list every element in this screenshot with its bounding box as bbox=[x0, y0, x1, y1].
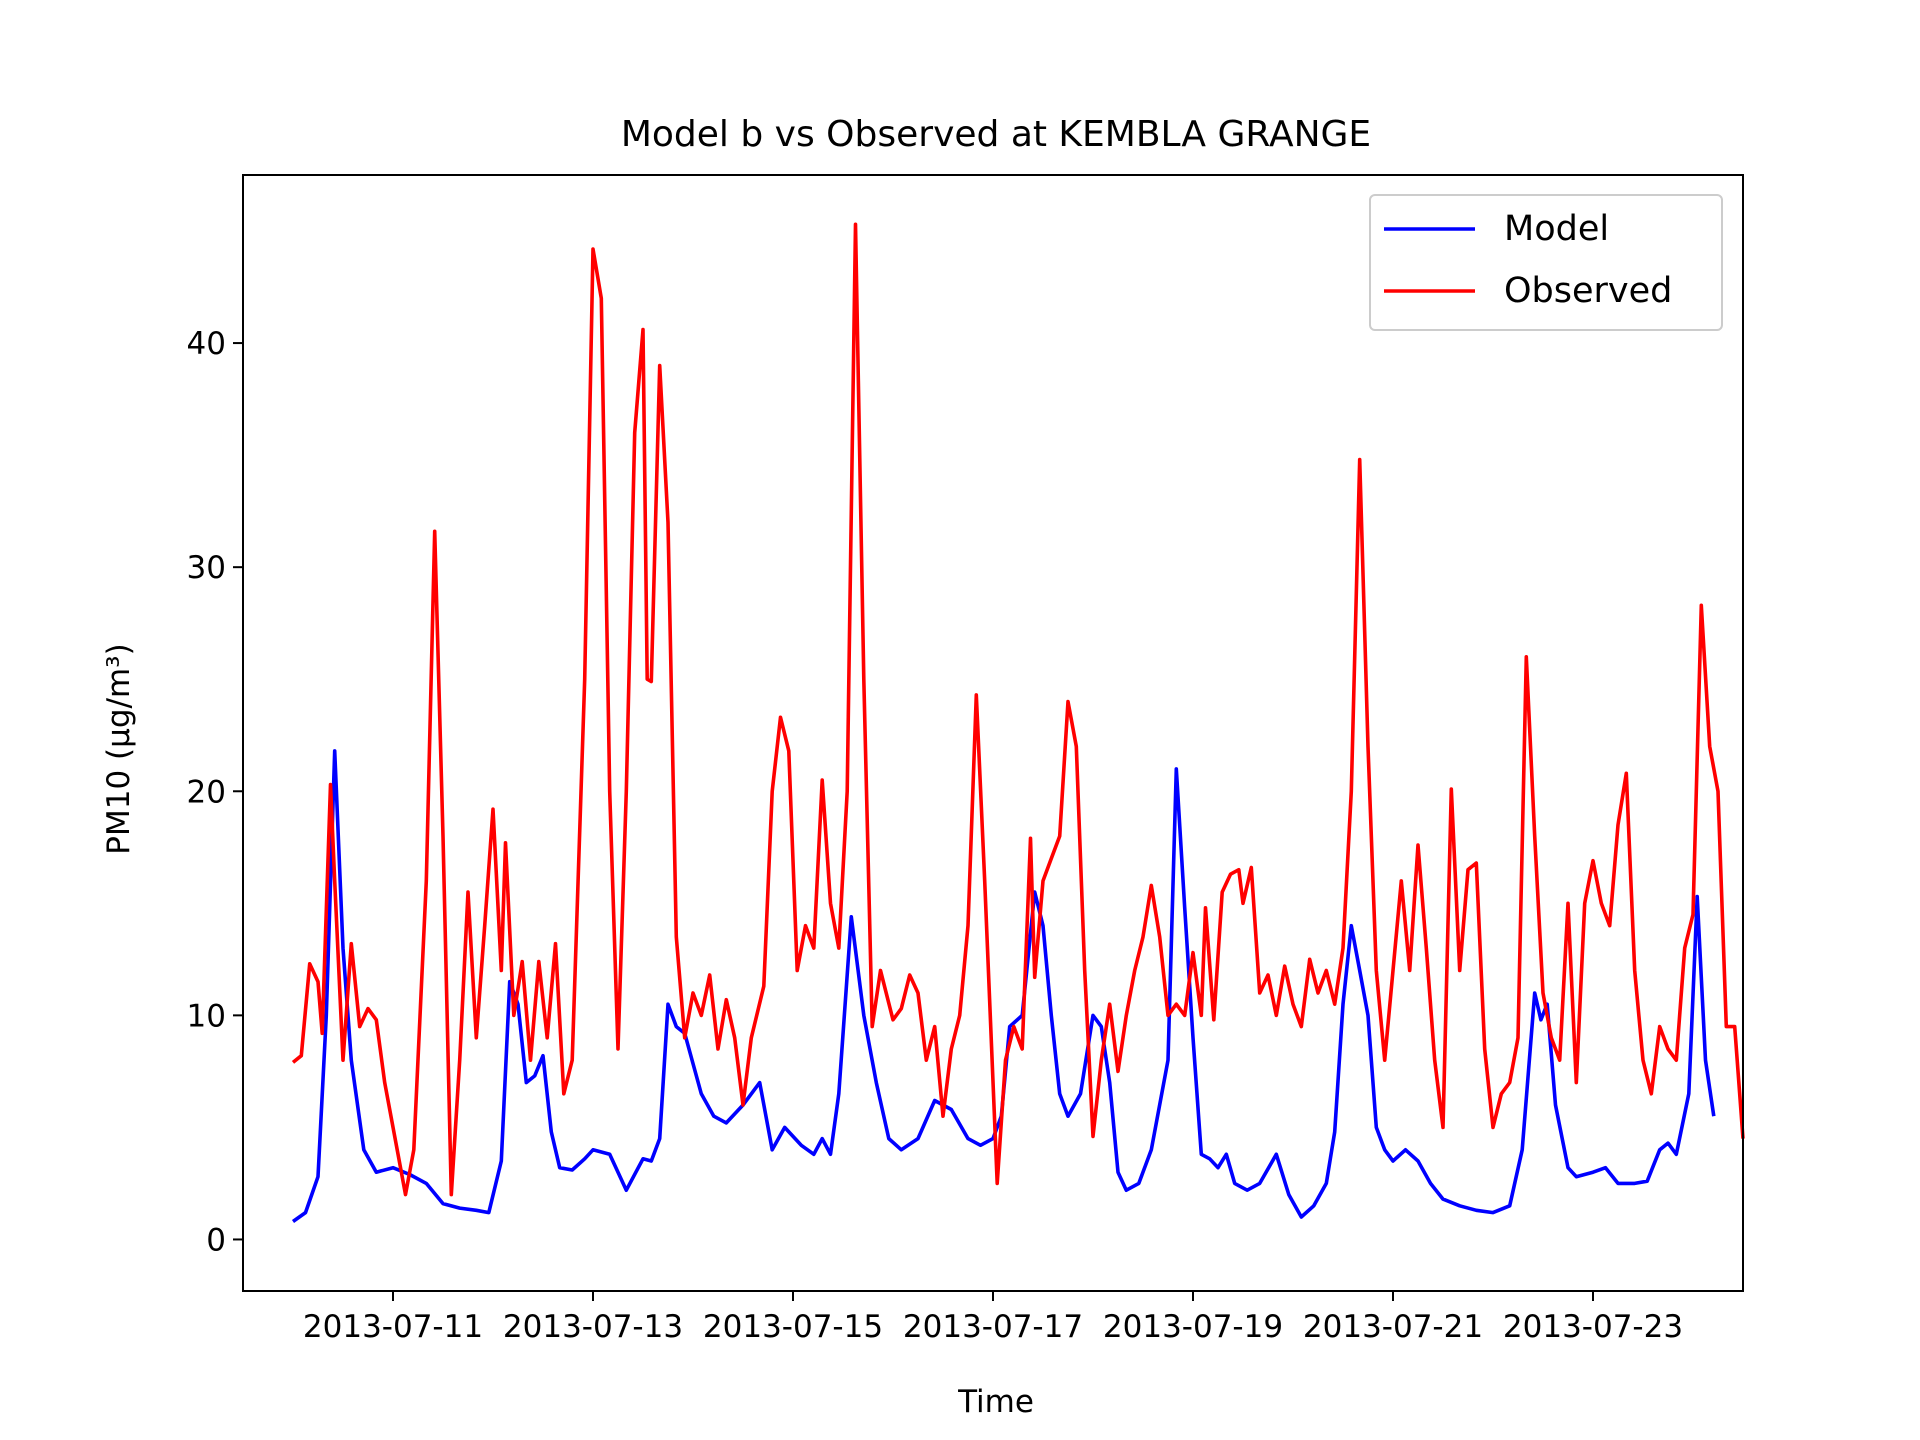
axes: 0 10 20 30 40 2013-07-11 2013-07-13 2013-07-15 2… bbox=[187, 174, 1744, 1345]
y-tick-label: 40 bbox=[187, 326, 226, 362]
y-tick-label: 10 bbox=[187, 998, 226, 1034]
x-tick-label: 2013-07-11 bbox=[303, 1309, 483, 1345]
plot-area bbox=[291, 222, 1745, 1223]
x-tick-label: 2013-07-13 bbox=[503, 1309, 683, 1345]
x-axis-label: Time bbox=[957, 1384, 1034, 1420]
legend-label-observed: Observed bbox=[1504, 271, 1672, 311]
y-tick-label: 30 bbox=[187, 550, 226, 586]
y-tick-label: 0 bbox=[206, 1222, 226, 1258]
series-line-model bbox=[291, 749, 1716, 1223]
x-tick-label: 2013-07-23 bbox=[1503, 1309, 1683, 1345]
x-tick-label: 2013-07-19 bbox=[1103, 1309, 1283, 1345]
x-tick-label: 2013-07-15 bbox=[703, 1309, 883, 1345]
x-tick-label: 2013-07-21 bbox=[1303, 1309, 1483, 1345]
legend-label-model: Model bbox=[1504, 209, 1609, 249]
y-axis-label: PM10 (µg/m³) bbox=[101, 643, 137, 854]
legend: Model Observed bbox=[1369, 194, 1723, 331]
series-line-observed bbox=[291, 222, 1745, 1197]
x-tick-label: 2013-07-17 bbox=[903, 1309, 1083, 1345]
chart-title: Model b vs Observed at KEMBLA GRANGE bbox=[621, 114, 1371, 155]
y-tick-label: 20 bbox=[187, 774, 226, 810]
